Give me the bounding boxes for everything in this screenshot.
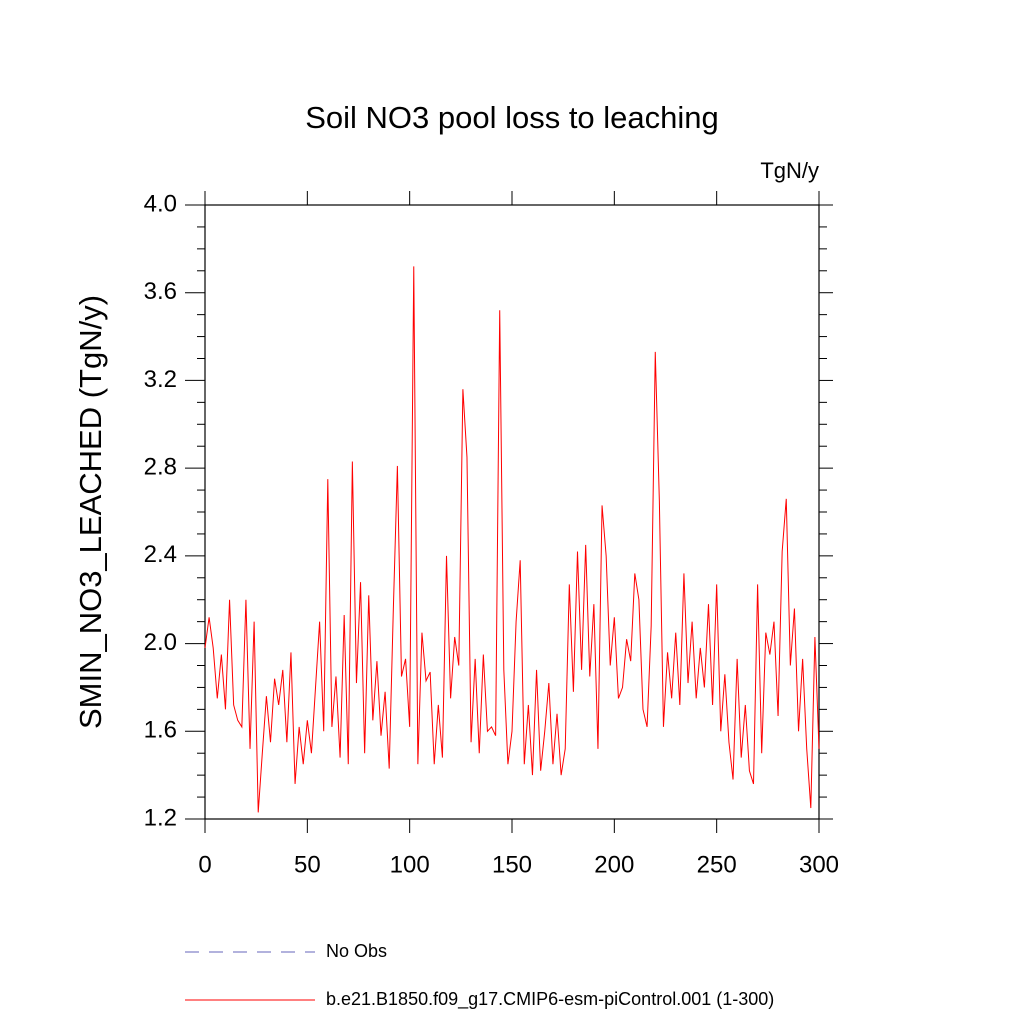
x-tick-label: 300 [799, 851, 839, 878]
data-line [204, 266, 820, 813]
y-tick-label: 2.8 [144, 453, 177, 480]
y-tick-label: 1.6 [144, 717, 177, 744]
y-tick-label: 2.4 [144, 541, 177, 568]
x-tick-label: 150 [492, 851, 532, 878]
x-tick-label: 50 [294, 851, 321, 878]
chart-title: Soil NO3 pool loss to leaching [305, 100, 719, 135]
legend-label: b.e21.B1850.f09_g17.CMIP6-esm-piControl.… [326, 989, 774, 1010]
y-tick-label: 4.0 [144, 190, 177, 217]
x-tick-label: 200 [594, 851, 634, 878]
units-label: TgN/y [760, 158, 819, 183]
y-tick-label: 3.2 [144, 366, 177, 393]
y-tick-label: 2.0 [144, 629, 177, 656]
y-axis-label: SMIN_NO3_LEACHED (TgN/y) [73, 295, 108, 729]
y-tick-label: 1.2 [144, 804, 177, 831]
legend-label: No Obs [326, 941, 387, 961]
x-tick-label: 100 [390, 851, 430, 878]
y-tick-label: 3.6 [144, 278, 177, 305]
x-tick-label: 0 [198, 851, 211, 878]
x-tick-label: 250 [697, 851, 737, 878]
